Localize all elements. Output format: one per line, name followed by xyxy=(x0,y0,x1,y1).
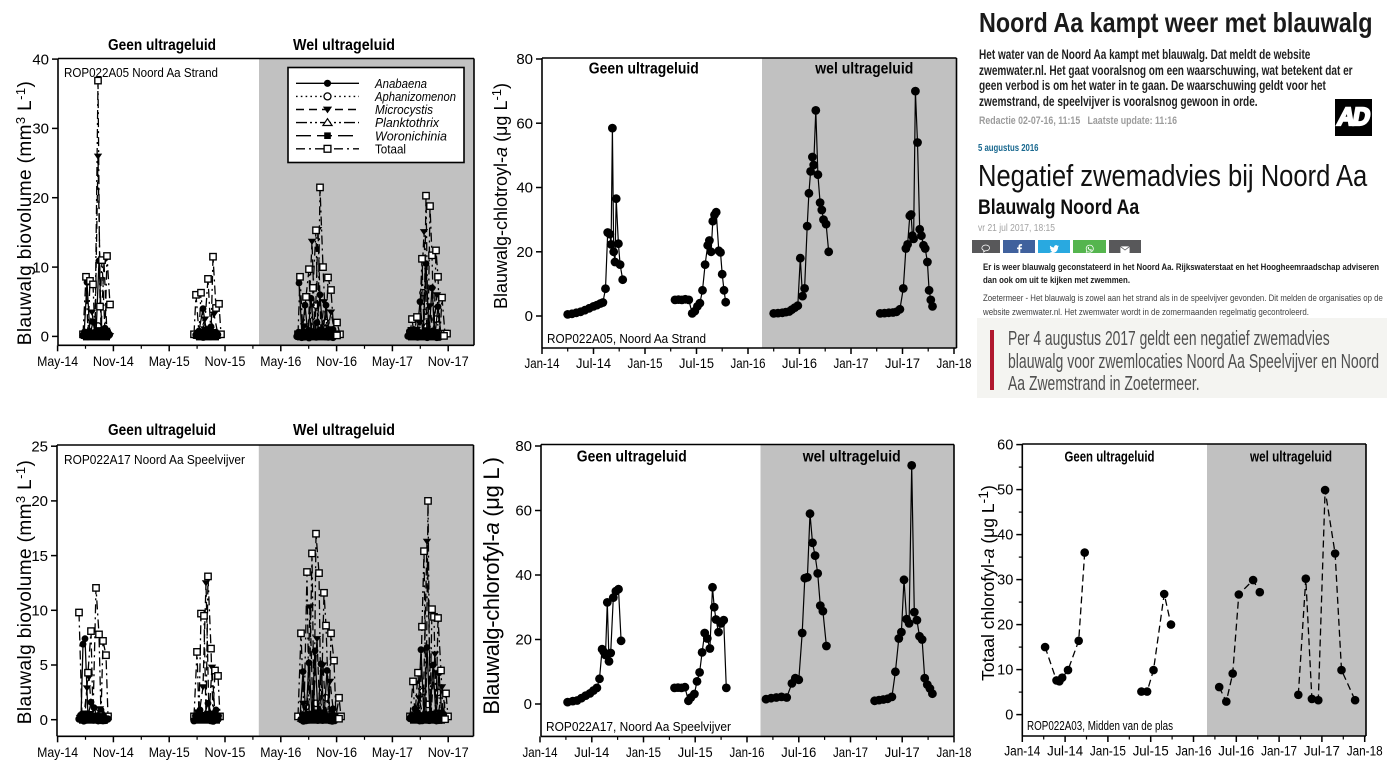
svg-text:Jan-17: Jan-17 xyxy=(833,744,868,760)
svg-text:Aphanizomenon: Aphanizomenon xyxy=(374,89,456,104)
svg-text:Jul-17: Jul-17 xyxy=(1304,744,1340,759)
svg-text:0: 0 xyxy=(524,696,532,713)
svg-text:ROP022A17 Noord Aa Speelvijver: ROP022A17 Noord Aa Speelvijver xyxy=(64,452,246,467)
svg-text:Nov-17: Nov-17 xyxy=(428,744,469,760)
svg-text:40: 40 xyxy=(515,567,532,584)
svg-text:Planktothrix: Planktothrix xyxy=(375,115,439,130)
svg-text:20: 20 xyxy=(997,618,1013,634)
svg-text:May-14: May-14 xyxy=(37,744,78,760)
svg-text:wel ultrageluid: wel ultrageluid xyxy=(802,448,901,465)
svg-text:Woronichinia: Woronichinia xyxy=(375,128,447,143)
svg-text:Jan-15: Jan-15 xyxy=(626,744,661,760)
svg-text:ROP022A17, Noord Aa Speelvijve: ROP022A17, Noord Aa Speelvijver xyxy=(546,719,732,734)
svg-text:Jul-15: Jul-15 xyxy=(678,744,713,760)
svg-text:15: 15 xyxy=(31,548,48,565)
svg-text:Jul-14: Jul-14 xyxy=(1047,744,1083,759)
svg-text:Jan-18: Jan-18 xyxy=(937,355,972,371)
svg-text:ROP022A05, Noord Aa Strand: ROP022A05, Noord Aa Strand xyxy=(547,331,706,346)
svg-text:May-15: May-15 xyxy=(149,744,190,760)
svg-text:Jan-18: Jan-18 xyxy=(937,744,972,760)
svg-text:40: 40 xyxy=(516,180,533,197)
svg-text:Nov-14: Nov-14 xyxy=(93,744,134,760)
svg-text:30: 30 xyxy=(32,121,49,138)
svg-text:Jan-16: Jan-16 xyxy=(731,355,766,371)
svg-text:20: 20 xyxy=(516,244,533,261)
svg-text:Geen ultrageluid: Geen ultrageluid xyxy=(108,422,216,439)
svg-text:May-17: May-17 xyxy=(372,744,413,760)
svg-text:Blauwalg biovolume (mm3 L-1): Blauwalg biovolume (mm3 L-1) xyxy=(13,460,36,724)
svg-text:Jan-14: Jan-14 xyxy=(525,355,560,371)
svg-text:10: 10 xyxy=(997,663,1013,679)
svg-text:Jan-15: Jan-15 xyxy=(1090,744,1126,759)
svg-text:Nov-16: Nov-16 xyxy=(316,353,357,369)
svg-text:Microcystis: Microcystis xyxy=(375,102,433,117)
svg-text:Jul-14: Jul-14 xyxy=(576,355,611,371)
svg-text:25: 25 xyxy=(31,438,48,455)
svg-text:Jul-17: Jul-17 xyxy=(885,355,920,371)
svg-text:ROP022A03, Midden van de plas: ROP022A03, Midden van de plas xyxy=(1027,719,1173,733)
svg-text:Nov-14: Nov-14 xyxy=(93,353,134,369)
svg-text:Jul-16: Jul-16 xyxy=(781,744,816,760)
svg-text:5: 5 xyxy=(40,657,48,674)
svg-text:Nov-17: Nov-17 xyxy=(428,353,469,369)
svg-text:80: 80 xyxy=(516,51,533,68)
svg-text:0: 0 xyxy=(41,329,49,346)
svg-text:60: 60 xyxy=(516,115,533,132)
svg-text:Totaal: Totaal xyxy=(375,141,406,156)
svg-text:80: 80 xyxy=(515,438,532,455)
svg-text:Jan-16: Jan-16 xyxy=(1176,744,1212,759)
svg-text:Jan-16: Jan-16 xyxy=(730,744,765,760)
svg-text:Jul-14: Jul-14 xyxy=(574,744,609,760)
svg-text:10: 10 xyxy=(31,603,48,620)
svg-text:60: 60 xyxy=(997,438,1013,454)
svg-text:Jan-14: Jan-14 xyxy=(1004,744,1040,759)
svg-text:Wel ultrageluid: Wel ultrageluid xyxy=(293,37,395,54)
svg-text:Jul-15: Jul-15 xyxy=(679,355,714,371)
svg-text:Wel ultrageluid: Wel ultrageluid xyxy=(293,422,395,439)
svg-text:20: 20 xyxy=(32,190,49,207)
svg-text:May-14: May-14 xyxy=(37,353,78,369)
svg-text:Geen ultrageluid: Geen ultrageluid xyxy=(589,60,699,77)
svg-text:50: 50 xyxy=(997,483,1013,499)
svg-text:Geen ultrageluid: Geen ultrageluid xyxy=(1065,449,1155,466)
svg-text:Nov-15: Nov-15 xyxy=(205,744,246,760)
svg-text:Blauwalg-chlorofyl-a (μg L ): Blauwalg-chlorofyl-a (μg L ) xyxy=(479,457,504,714)
svg-text:0: 0 xyxy=(1005,708,1013,724)
svg-text:Blauwalg biovolume (mm3 L-1): Blauwalg biovolume (mm3 L-1) xyxy=(13,81,36,345)
svg-text:Geen ultrageluid: Geen ultrageluid xyxy=(108,37,216,54)
svg-text:wel ultrageluid: wel ultrageluid xyxy=(1249,449,1332,466)
svg-text:Totaal chlorofyl-a (μg L-1): Totaal chlorofyl-a (μg L-1) xyxy=(975,485,998,681)
svg-text:May-17: May-17 xyxy=(372,353,413,369)
svg-text:May-15: May-15 xyxy=(149,353,190,369)
svg-text:20: 20 xyxy=(31,493,48,510)
svg-text:Jan-17: Jan-17 xyxy=(834,355,869,371)
svg-text:20: 20 xyxy=(515,632,532,649)
svg-text:40: 40 xyxy=(997,528,1013,544)
svg-text:Blauwalg-chlotroyl-a (μg L-1): Blauwalg-chlotroyl-a (μg L-1) xyxy=(489,83,511,309)
svg-text:0: 0 xyxy=(40,712,48,729)
svg-text:May-16: May-16 xyxy=(260,353,301,369)
svg-text:Jul-17: Jul-17 xyxy=(885,744,920,760)
svg-text:Geen ultrageluid: Geen ultrageluid xyxy=(577,448,687,465)
svg-text:wel ultrageluid: wel ultrageluid xyxy=(814,60,913,77)
svg-text:Nov-16: Nov-16 xyxy=(316,744,357,760)
svg-text:30: 30 xyxy=(997,573,1013,589)
svg-text:Anabaena: Anabaena xyxy=(374,76,427,91)
svg-text:ROP022A05 Noord Aa Strand: ROP022A05 Noord Aa Strand xyxy=(64,65,218,80)
svg-text:0: 0 xyxy=(525,308,533,325)
svg-text:Jul-16: Jul-16 xyxy=(782,355,817,371)
svg-text:Nov-15: Nov-15 xyxy=(205,353,246,369)
svg-text:Jul-15: Jul-15 xyxy=(1133,744,1169,759)
svg-text:60: 60 xyxy=(515,503,532,520)
svg-text:10: 10 xyxy=(32,259,49,276)
svg-text:40: 40 xyxy=(32,51,49,68)
svg-text:Jan-14: Jan-14 xyxy=(523,744,558,760)
svg-text:Jul-16: Jul-16 xyxy=(1218,744,1254,759)
svg-text:May-16: May-16 xyxy=(260,744,301,760)
svg-text:Jan-17: Jan-17 xyxy=(1261,744,1297,759)
svg-text:Jan-18: Jan-18 xyxy=(1347,744,1383,759)
svg-text:Jan-15: Jan-15 xyxy=(628,355,663,371)
